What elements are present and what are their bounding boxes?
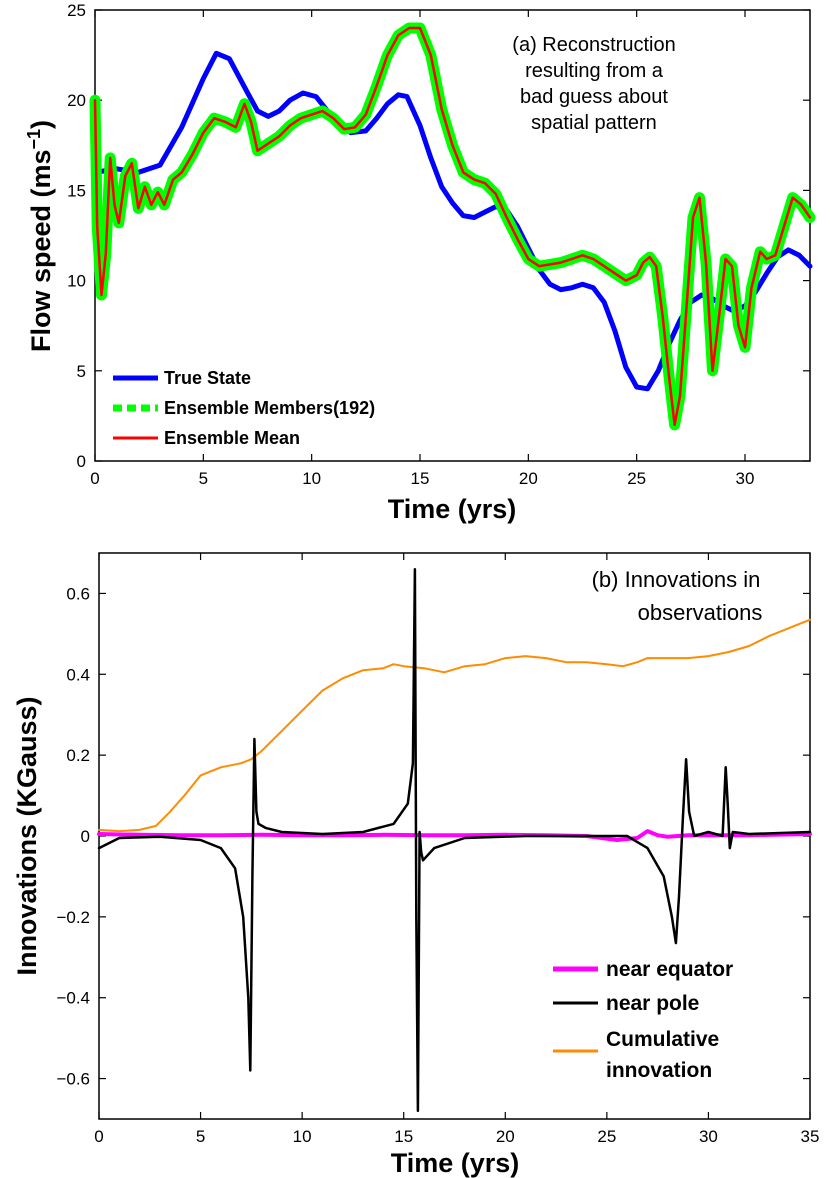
legend-label-true-state: True State (164, 368, 251, 388)
panel-b-x-axis-label: Time (yrs) (391, 1148, 520, 1178)
panel-b-y-tick-label: −0.6 (56, 1070, 90, 1089)
panel-a-x-tick-label: 5 (199, 469, 208, 488)
panel-b-annotation: (b) Innovations in observations (592, 567, 763, 625)
panel-b-x-tick-label: 15 (394, 1127, 413, 1146)
panel-b-y-tick-label: 0 (81, 827, 90, 846)
legend-label-near-pole: near pole (606, 992, 699, 1015)
panel-b-series-near-pole (97, 567, 812, 1113)
panel-b-annotation-line-2: observations (638, 600, 763, 625)
panel-b-y-tick-label: 0.4 (66, 665, 90, 684)
panel-a-y-axis-label: Flow speed (ms−1) (24, 120, 56, 352)
panel-a-y-tick-label: 15 (67, 181, 86, 200)
panel-b-y-tick-label: 0.2 (66, 746, 90, 765)
panel-a-x-tick-label: 10 (302, 469, 321, 488)
panel-a-x-tick-label: 0 (90, 469, 99, 488)
panel-a-legend: True State Ensemble Members(192) Ensembl… (113, 368, 375, 448)
panel-a-y-axis-label-close: ) (26, 120, 56, 129)
panel-b-y-axis-label: Innovations (KGauss) (12, 696, 42, 975)
panel-a-series-ensemble-mean (93, 26, 812, 427)
panel-a-series-true-state (92, 50, 813, 392)
panel-b-x-tick-label: 0 (94, 1127, 103, 1146)
panel-a-y-axis-label-text: Flow speed (ms (26, 149, 56, 352)
panel-a-annotation-line-1: (a) Reconstruction (512, 34, 675, 56)
panel-b-x-tick-label: 25 (597, 1127, 616, 1146)
panel-b-x-tick-label: 5 (196, 1127, 205, 1146)
legend-label-ensemble-mean: Ensemble Mean (164, 428, 300, 448)
panel-a-x-tick-labels: 0 5 10 15 20 25 30 (90, 469, 754, 488)
panel-a-annotation-line-4: spatial pattern (531, 112, 657, 134)
panel-a-y-tick-label: 5 (77, 362, 86, 381)
panel-a: 0 5 10 15 20 25 30 0 5 10 15 20 25 (a) Reconstructi… (24, 1, 816, 524)
legend-label-ensemble-members: Ensemble Members(192) (164, 398, 375, 418)
panel-b-x-tick-labels: 0 5 10 15 20 25 30 35 (94, 1127, 819, 1146)
panel-b-x-tick-label: 30 (699, 1127, 718, 1146)
panel-a-y-tick-label: 0 (77, 452, 86, 471)
legend-label-cumulative-line-2: innovation (606, 1059, 712, 1082)
legend-label-near-equator: near equator (606, 958, 733, 981)
panel-b-legend: near equator near pole Cumulative innova… (553, 958, 733, 1082)
panel-b-annotation-line-1: (b) Innovations in (592, 567, 761, 592)
panel-a-y-tick-labels: 0 5 10 15 20 25 (67, 1, 86, 471)
panel-b-x-tick-label: 10 (293, 1127, 312, 1146)
panel-b-series-cumulative-innovation (98, 618, 811, 833)
panel-b-y-tick-label: 0.6 (66, 584, 90, 603)
panel-a-annotation-line-2: resulting from a (525, 60, 664, 82)
panel-a-x-tick-label: 30 (736, 469, 755, 488)
panel-a-y-tick-label: 25 (67, 1, 86, 20)
panel-a-series (89, 22, 816, 431)
panel-a-x-tick-label: 15 (411, 469, 430, 488)
panel-b-y-tick-labels: −0.6 −0.4 −0.2 0 0.2 0.4 0.6 (56, 584, 90, 1088)
legend-label-cumulative-line-1: Cumulative (606, 1028, 719, 1051)
panel-a-x-axis-label: Time (yrs) (388, 494, 517, 524)
panel-a-y-tick-label: 10 (67, 272, 86, 291)
panel-a-x-tick-label: 20 (519, 469, 538, 488)
panel-b-x-tick-label: 20 (496, 1127, 515, 1146)
panel-b-series (97, 567, 812, 1113)
panel-a-y-axis-label-exponent: −1 (24, 129, 44, 150)
panel-b: 0 5 10 15 20 25 30 35 −0.6 −0.4 −0.2 0 0.2 0.4 0.6 (b… (12, 552, 819, 1178)
panel-b-x-tick-label: 35 (801, 1127, 820, 1146)
panel-a-y-tick-label: 20 (67, 91, 86, 110)
panel-a-annotation: (a) Reconstruction resulting from a bad … (512, 34, 675, 134)
panel-b-y-tick-label: −0.4 (56, 989, 90, 1008)
panel-a-x-tick-label: 25 (627, 469, 646, 488)
panel-b-y-tick-label: −0.2 (56, 908, 90, 927)
panel-a-annotation-line-3: bad guess about (520, 86, 668, 108)
